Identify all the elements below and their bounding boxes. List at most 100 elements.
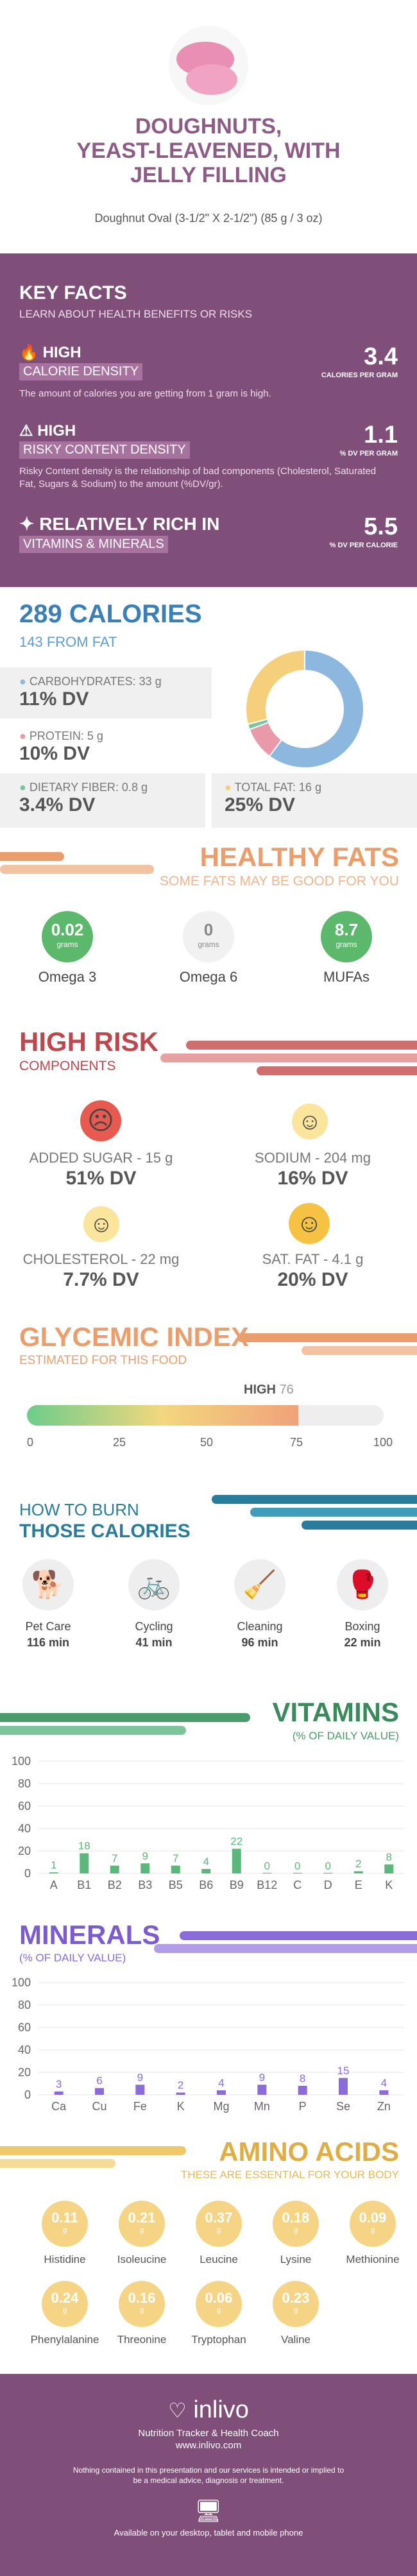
glycemic-level-text: HIGH bbox=[244, 1383, 276, 1397]
decor-stripe bbox=[250, 1508, 417, 1517]
amino-value: 0.06 bbox=[205, 2290, 233, 2306]
decor-stripe bbox=[0, 2146, 186, 2155]
bar-value-label: 0 bbox=[264, 1860, 270, 1872]
fact-desc: Risky Content density is the relationshi… bbox=[19, 466, 377, 490]
y-tick-label: 20 bbox=[18, 1845, 31, 1857]
healthy-fats: HEALTHY FATS SOME FATS MAY BE GOOD FOR Y… bbox=[0, 834, 417, 1007]
devices-icon: 🖥 bbox=[194, 2499, 223, 2523]
bar bbox=[384, 1864, 394, 1873]
bar-value-label: 1 bbox=[51, 1859, 56, 1871]
brand-url[interactable]: www.inlivo.com bbox=[175, 2440, 242, 2451]
glycemic-level: HIGH 76 bbox=[244, 1383, 294, 1397]
amino-title: AMINO ACIDS bbox=[219, 2137, 399, 2167]
risk-label: CHOLESTEROL - 22 mg bbox=[22, 1251, 180, 1267]
bar-value-label: 2 bbox=[178, 2079, 183, 2092]
y-tick-label: 60 bbox=[18, 1800, 31, 1813]
omega3-unit: grams bbox=[56, 940, 78, 949]
omega6-label: Omega 6 bbox=[179, 969, 238, 985]
fact-label: CALORIE DENSITY bbox=[19, 363, 143, 380]
carbs-text: CARBOHYDRATES: 33 g bbox=[29, 675, 162, 688]
activity-label: Pet Care bbox=[25, 1620, 71, 1633]
x-tick-label: B2 bbox=[108, 1879, 122, 1891]
amino-value: 0.24 bbox=[51, 2290, 79, 2306]
fact-desc: The amount of calories you are getting f… bbox=[19, 388, 271, 399]
header: DOUGHNUTS, YEAST-LEAVENED, WITH JELLY FI… bbox=[0, 0, 417, 244]
amino-label: Isoleucine bbox=[117, 2253, 167, 2265]
footer: ♡ inlivo Nutrition Tracker & Health Coac… bbox=[0, 2374, 417, 2576]
protein-row: ● PROTEIN: 5 g 10% DV bbox=[0, 722, 212, 773]
x-tick-label: Zn bbox=[377, 2100, 391, 2113]
bar bbox=[353, 1871, 363, 1873]
x-tick-label: Cu bbox=[92, 2100, 106, 2113]
y-tick-label: 20 bbox=[18, 2066, 31, 2079]
fact-badge: ✦ RELATIVELY RICH IN bbox=[19, 514, 220, 534]
amino-label: Leucine bbox=[200, 2253, 238, 2265]
calories-from-fat: 143 FROM FAT bbox=[19, 634, 117, 650]
macro-donut-chart bbox=[245, 649, 364, 769]
bar-value-label: 9 bbox=[137, 2071, 143, 2083]
protein-dv: 10% DV bbox=[19, 743, 90, 764]
high-risk-title: HIGH RISK bbox=[19, 1027, 159, 1057]
activity-label: Boxing bbox=[345, 1620, 380, 1633]
omega3-bubble: 0.02 grams bbox=[42, 911, 93, 962]
fact-badge: 🔥 HIGH bbox=[19, 344, 81, 361]
amino-label: Phenylalanine bbox=[30, 2333, 99, 2346]
decor-stripe bbox=[160, 1053, 417, 1062]
bar bbox=[80, 1853, 89, 1873]
bar bbox=[298, 2086, 307, 2095]
bar bbox=[379, 2090, 389, 2095]
glycemic-tick: 25 bbox=[113, 1436, 126, 1449]
glycemic-tick: 100 bbox=[373, 1436, 393, 1449]
amino-value: 0.18 bbox=[282, 2210, 310, 2226]
amino-bubble: 0.23 g bbox=[273, 2281, 319, 2327]
bar-value-label: 22 bbox=[230, 1836, 243, 1848]
activity-label: Cycling bbox=[135, 1620, 173, 1633]
x-tick-label: Mg bbox=[213, 2100, 229, 2113]
title-line: YEAST-LEAVENED, WITH bbox=[76, 139, 341, 163]
amino-label: Tryptophan bbox=[191, 2333, 246, 2346]
amino-unit: g bbox=[139, 2226, 144, 2234]
bar bbox=[176, 2092, 185, 2095]
fact-label: RISKY CONTENT DENSITY bbox=[19, 441, 190, 459]
amino-value: 0.11 bbox=[51, 2210, 78, 2226]
amino-label: Lysine bbox=[280, 2253, 312, 2265]
x-tick-label: B3 bbox=[138, 1879, 152, 1891]
y-tick-label: 100 bbox=[12, 1755, 31, 1768]
risk-dv: 20% DV bbox=[277, 1269, 348, 1290]
mufa-label: MUFAs bbox=[323, 969, 370, 985]
glycemic-value: 76 bbox=[279, 1383, 294, 1397]
bar bbox=[201, 1869, 211, 1873]
fiber-text: DIETARY FIBER: 0.8 g bbox=[29, 781, 148, 794]
x-tick-label: Fe bbox=[133, 2100, 147, 2113]
vitamins-chart: 0204060801001A18B17B29B37B54B622B90B120C… bbox=[12, 1755, 404, 1891]
title-line: JELLY FILLING bbox=[130, 163, 287, 187]
bar-value-label: 3 bbox=[56, 2078, 62, 2090]
x-tick-label: E bbox=[355, 1879, 362, 1891]
burn-title-1: HOW TO BURN bbox=[19, 1500, 139, 1519]
activity-time: 41 min bbox=[135, 1636, 173, 1649]
amino-unit: g bbox=[139, 2307, 144, 2314]
amino-subtitle: THESE ARE ESSENTIAL FOR YOUR BODY bbox=[180, 2169, 399, 2181]
boxing-icon: 🥊 bbox=[337, 1559, 388, 1610]
smile-face-icon: ☺ bbox=[292, 1104, 328, 1139]
cycling-icon: 🚲 bbox=[128, 1559, 180, 1610]
fact-vitamins: ✦ RELATIVELY RICH IN VITAMINS & MINERALS… bbox=[19, 513, 398, 553]
glycemic-bar-fill bbox=[27, 1405, 298, 1426]
doughnut-bottom bbox=[186, 64, 237, 95]
fat-text: TOTAL FAT: 16 g bbox=[234, 781, 321, 794]
brand-tagline: Nutrition Tracker & Health Coach bbox=[138, 2428, 279, 2439]
activity-label: Cleaning bbox=[237, 1620, 283, 1633]
key-facts: KEY FACTS LEARN ABOUT HEALTH BENEFITS OR… bbox=[0, 253, 417, 587]
cleaning-icon: 🧹 bbox=[234, 1559, 285, 1610]
activity-time: 96 min bbox=[241, 1636, 278, 1649]
donut-slice bbox=[245, 649, 305, 726]
fact-value: 3.4 bbox=[364, 343, 398, 370]
burn-title-2: THOSE CALORIES bbox=[19, 1521, 191, 1542]
decor-stripe bbox=[0, 852, 64, 861]
bar bbox=[110, 1865, 119, 1873]
amino-value: 0.37 bbox=[205, 2210, 233, 2226]
fiber-label: ● DIETARY FIBER: 0.8 g bbox=[19, 781, 148, 794]
smile-face-icon: ☺ bbox=[289, 1203, 330, 1244]
amino-label: Valine bbox=[281, 2333, 311, 2346]
risk-label: SODIUM - 204 mg bbox=[255, 1150, 371, 1166]
